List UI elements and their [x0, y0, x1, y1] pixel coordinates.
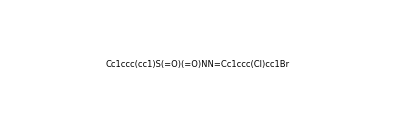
Text: Cc1ccc(cc1)S(=O)(=O)NN=Cc1ccc(Cl)cc1Br: Cc1ccc(cc1)S(=O)(=O)NN=Cc1ccc(Cl)cc1Br [106, 60, 290, 68]
